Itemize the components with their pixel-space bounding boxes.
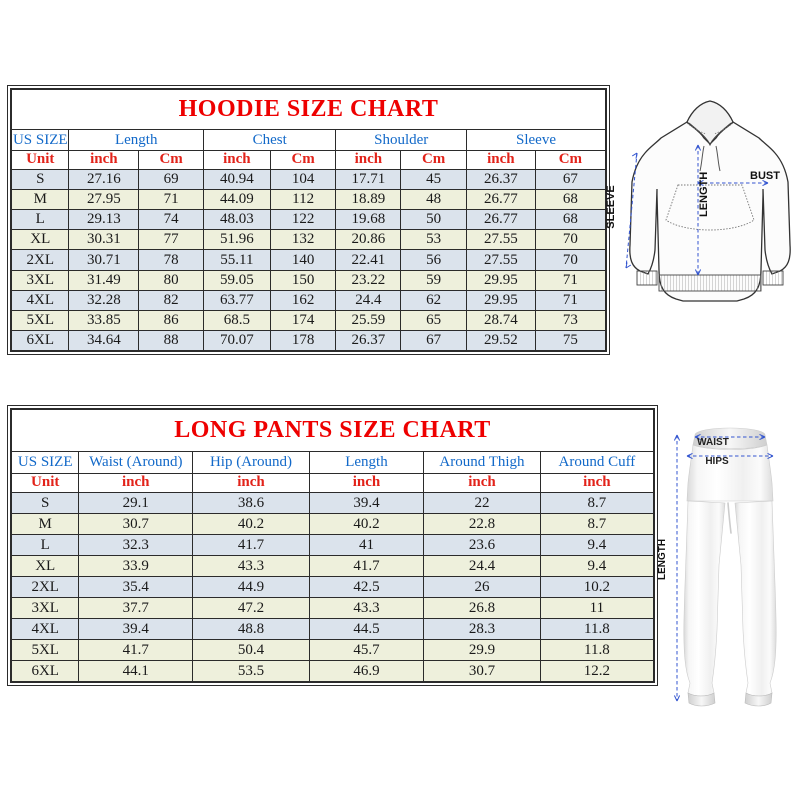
svg-text:LENGTH: LENGTH (657, 539, 668, 580)
svg-text:BUST: BUST (750, 170, 780, 182)
svg-text:SLEEVE: SLEEVE (605, 185, 617, 228)
svg-text:WAIST: WAIST (697, 437, 729, 448)
svg-text:LENGTH: LENGTH (698, 172, 710, 217)
svg-text:HIPS: HIPS (705, 456, 729, 467)
